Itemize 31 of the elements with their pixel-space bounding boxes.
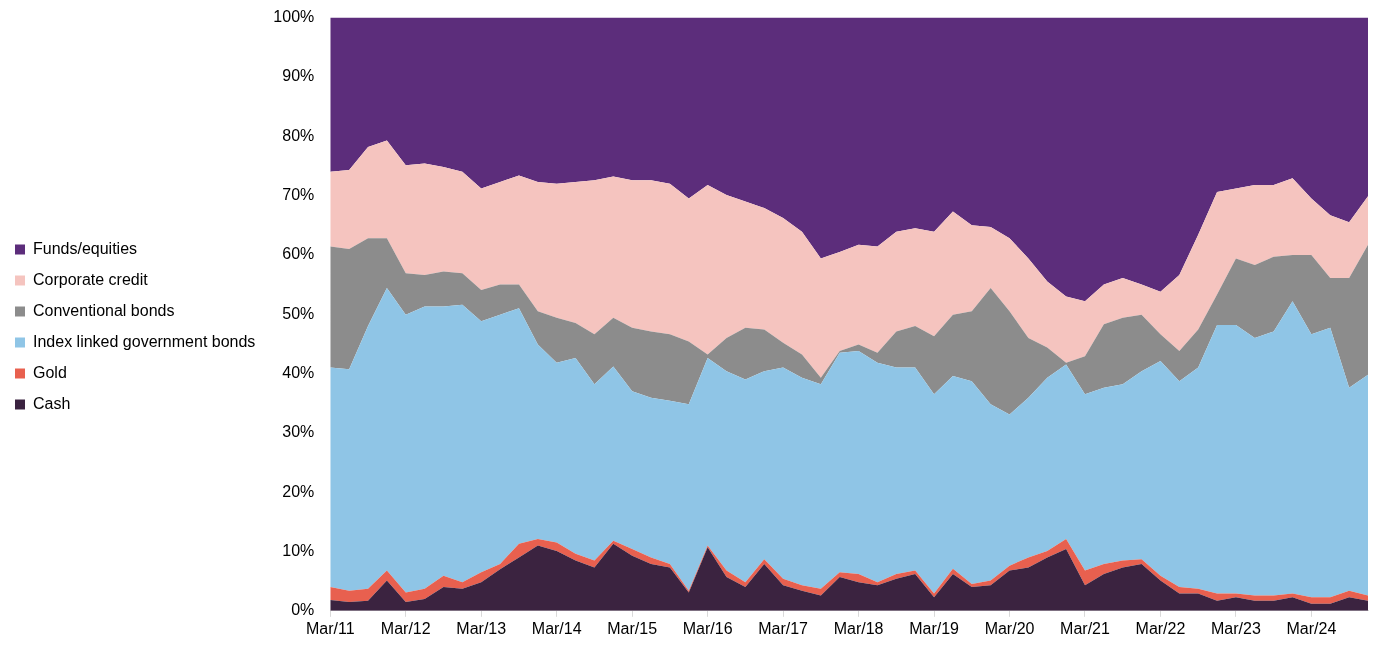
y-tick-label: 70% [282, 185, 315, 203]
x-tick-label: Mar/17 [758, 619, 809, 637]
y-tick-label: 20% [282, 482, 315, 500]
legend-label: Corporate credit [33, 270, 149, 288]
y-tick-label: 10% [282, 541, 315, 559]
y-tick-label: 90% [282, 67, 315, 85]
y-tick-label: 40% [282, 363, 315, 381]
x-tick-label: Mar/21 [1060, 619, 1110, 637]
y-tick-label: 60% [282, 245, 315, 263]
x-tick-label: Mar/13 [456, 619, 507, 637]
x-tick-label: Mar/23 [1211, 619, 1261, 637]
legend-label: Conventional bonds [33, 301, 175, 319]
x-tick-label: Mar/14 [531, 619, 582, 637]
x-tick-label: Mar/22 [1135, 619, 1186, 637]
x-tick-label: Mar/20 [984, 619, 1035, 637]
x-tick-label: Mar/16 [682, 619, 733, 637]
x-tick-label: Mar/12 [380, 619, 431, 637]
legend-label: Cash [33, 394, 71, 412]
x-tick-label: Mar/19 [909, 619, 960, 637]
y-tick-label: 0% [291, 601, 315, 619]
legend-label: Gold [33, 363, 67, 381]
x-tick-label: Mar/24 [1286, 619, 1337, 637]
y-tick-label: 80% [282, 126, 315, 144]
x-tick-label: Mar/18 [833, 619, 884, 637]
y-tick-label: 50% [282, 304, 315, 322]
x-tick-label: Mar/11 [305, 619, 355, 637]
y-tick-label: 30% [282, 423, 315, 441]
legend-label: Funds/equities [33, 239, 138, 257]
x-tick-label: Mar/15 [607, 619, 658, 637]
y-tick-label: 100% [273, 8, 315, 26]
legend-label: Index linked government bonds [33, 332, 256, 350]
